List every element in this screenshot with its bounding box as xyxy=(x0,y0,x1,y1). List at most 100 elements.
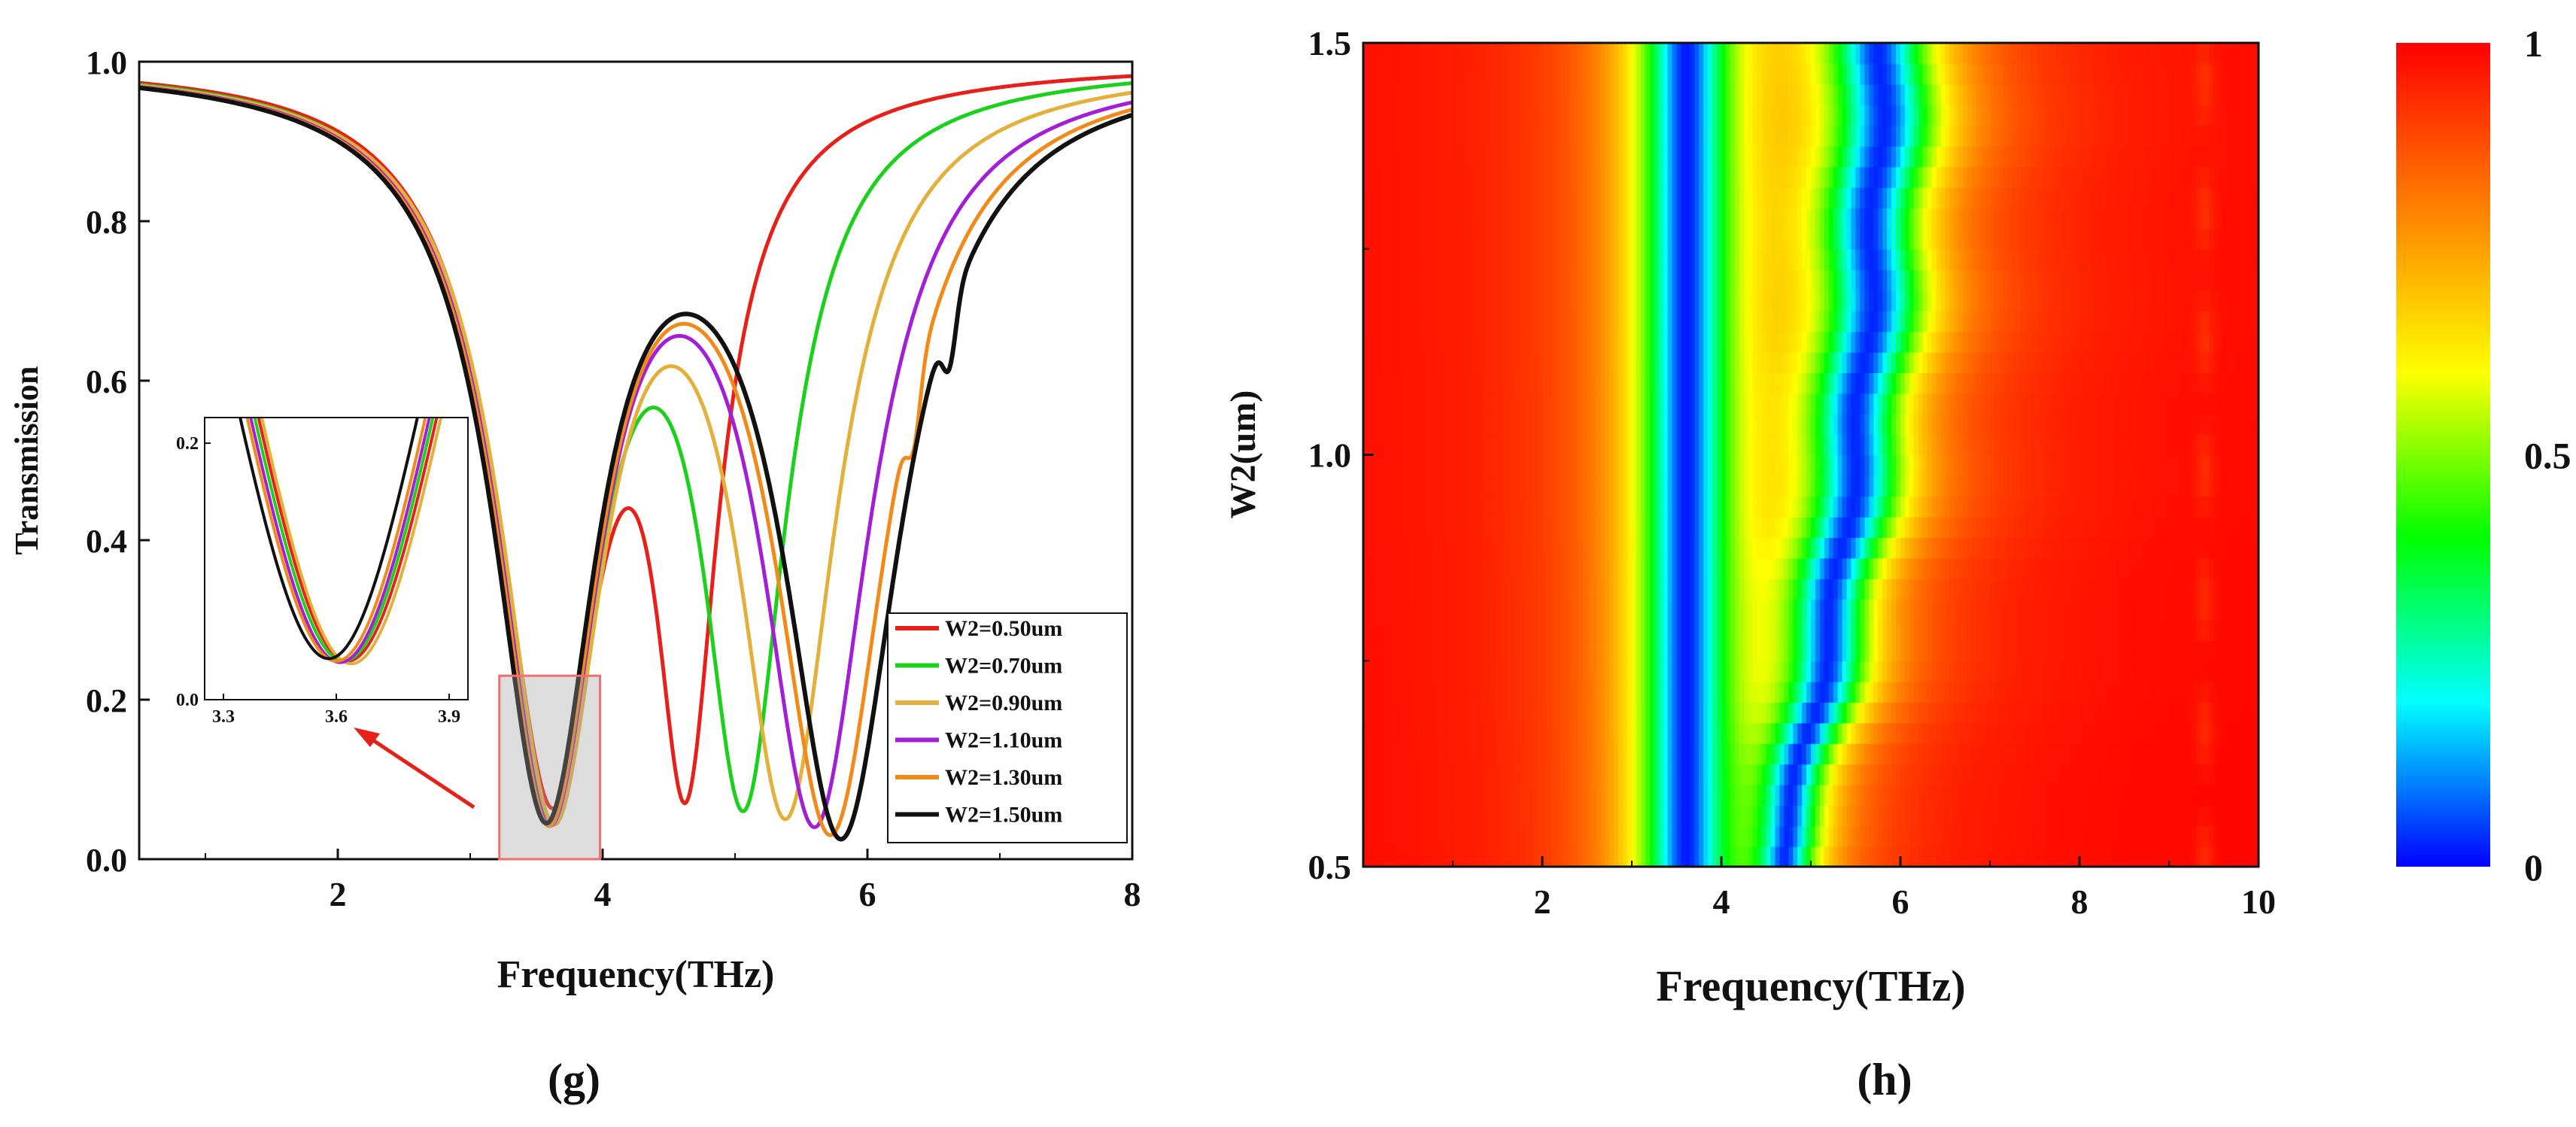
h-heatmap-cell xyxy=(2155,516,2161,538)
h-heatmap-cell xyxy=(1640,804,1646,827)
h-heatmap-cell xyxy=(1922,599,1928,621)
h-heatmap-cell xyxy=(2245,393,2251,415)
h-heatmap-cell xyxy=(1770,702,1776,724)
h-heatmap-cell xyxy=(1497,454,1503,476)
h-heatmap-cell xyxy=(2070,743,2076,765)
h-heatmap-cell xyxy=(1493,537,1499,559)
h-heatmap-cell xyxy=(1421,599,1427,621)
h-heatmap-cell xyxy=(2048,475,2054,497)
h-heatmap-cell xyxy=(1824,393,1830,415)
h-heatmap-cell xyxy=(1376,661,1382,682)
h-heatmap-cell xyxy=(2030,743,2036,765)
h-heatmap-cell xyxy=(2128,702,2134,724)
h-heatmap-cell xyxy=(1408,743,1414,765)
h-heatmap-cell xyxy=(1833,351,1839,373)
h-heatmap-cell xyxy=(1623,681,1629,703)
h-heatmap-cell xyxy=(1855,722,1861,744)
h-heatmap-cell xyxy=(1658,372,1664,394)
h-heatmap-cell xyxy=(2133,413,2139,436)
h-heatmap-cell xyxy=(1412,599,1418,621)
h-heatmap-cell xyxy=(2097,413,2103,436)
h-heatmap-cell xyxy=(1690,825,1696,847)
h-heatmap-cell xyxy=(2227,702,2233,724)
h-heatmap-cell xyxy=(1538,537,1544,559)
h-heatmap-cell xyxy=(1748,722,1754,744)
h-heatmap-cell xyxy=(1945,681,1951,703)
h-heatmap-cell xyxy=(2160,825,2166,847)
h-heatmap-cell xyxy=(1699,743,1705,765)
h-heatmap-cell xyxy=(1976,557,1982,579)
h-heatmap-cell xyxy=(1967,846,1973,867)
h-heatmap-cell xyxy=(1605,661,1611,682)
h-heatmap-cell xyxy=(1363,537,1368,559)
h-heatmap-cell xyxy=(1444,639,1450,662)
h-heatmap-cell xyxy=(1882,846,1888,867)
h-heatmap-cell xyxy=(2209,639,2215,662)
h-heatmap-cell xyxy=(1694,496,1700,518)
h-heatmap-cell xyxy=(1560,846,1566,867)
h-heatmap-cell xyxy=(1484,434,1490,456)
h-heatmap-cell xyxy=(2066,516,2072,538)
h-heatmap-cell xyxy=(1699,661,1705,682)
h-heatmap-cell xyxy=(1439,578,1445,600)
h-heatmap-cell xyxy=(2048,639,2054,662)
h-heatmap-cell xyxy=(1403,393,1409,415)
h-heatmap-cell xyxy=(1846,393,1852,415)
h-heatmap-cell xyxy=(1842,681,1848,703)
h-heatmap-cell xyxy=(1833,639,1839,662)
h-heatmap-cell xyxy=(2021,496,2027,518)
h-heatmap-cell xyxy=(1667,413,1673,436)
h-heatmap-cell xyxy=(1453,784,1458,806)
h-heatmap-cell xyxy=(1913,743,1919,765)
h-heatmap-cell xyxy=(1399,516,1405,538)
h-heatmap-cell xyxy=(1802,722,1808,744)
h-heatmap-cell xyxy=(1690,454,1696,476)
h-heatmap-cell xyxy=(1918,599,1924,621)
h-heatmap-cell xyxy=(2191,619,2197,641)
h-heatmap-cell xyxy=(2043,639,2049,662)
h-heatmap-cell xyxy=(1918,825,1924,847)
h-heatmap-cell xyxy=(2025,393,2031,415)
h-heatmap-cell xyxy=(1909,475,1915,497)
h-heatmap-cell xyxy=(1390,578,1396,600)
h-heatmap-cell xyxy=(2110,454,2116,476)
h-heatmap-cell xyxy=(1417,661,1423,682)
h-heatmap-cell xyxy=(1730,639,1736,662)
h-heatmap-cell xyxy=(1605,351,1611,373)
h-heatmap-cell xyxy=(2101,661,2107,682)
h-heatmap-cell xyxy=(1399,475,1405,497)
h-heatmap-cell xyxy=(1417,639,1423,662)
h-heatmap-cell xyxy=(1909,722,1915,744)
h-heatmap-cell xyxy=(1560,619,1566,641)
h-heatmap-cell xyxy=(1685,619,1691,641)
h-heatmap-cell xyxy=(1529,475,1535,497)
h-heatmap-cell xyxy=(1475,393,1481,415)
h-heatmap-cell xyxy=(1640,825,1646,847)
h-heatmap-cell xyxy=(1712,764,1718,785)
h-heatmap-cell xyxy=(2137,639,2143,662)
h-heatmap-cell xyxy=(1399,784,1405,806)
h-heatmap-cell xyxy=(1547,639,1552,662)
h-heatmap-cell xyxy=(1564,619,1570,641)
h-heatmap-cell xyxy=(1475,619,1481,641)
h-heatmap-cell xyxy=(1542,599,1548,621)
h-heatmap-cell xyxy=(1828,372,1834,394)
h-heatmap-cell xyxy=(2177,825,2183,847)
h-heatmap-cell xyxy=(2164,804,2170,827)
h-heatmap-cell xyxy=(1444,454,1450,476)
h-heatmap-cell xyxy=(1560,681,1566,703)
h-heatmap-cell xyxy=(1636,804,1642,827)
h-heatmap-cell xyxy=(1896,351,1901,373)
h-heatmap-cell xyxy=(1976,516,1982,538)
h-heatmap-cell xyxy=(1833,454,1839,476)
h-heatmap-cell xyxy=(1784,516,1790,538)
h-heatmap-cell xyxy=(1748,619,1754,641)
h-heatmap-cell xyxy=(1564,516,1570,538)
h-heatmap-cell xyxy=(1828,681,1834,703)
h-heatmap-cell xyxy=(1609,743,1615,765)
h-heatmap-cell xyxy=(1403,454,1409,476)
h-heatmap-cell xyxy=(1497,557,1503,579)
h-heatmap-cell xyxy=(1466,599,1472,621)
h-heatmap-cell xyxy=(1417,599,1423,621)
h-heatmap-cell xyxy=(1811,351,1816,373)
